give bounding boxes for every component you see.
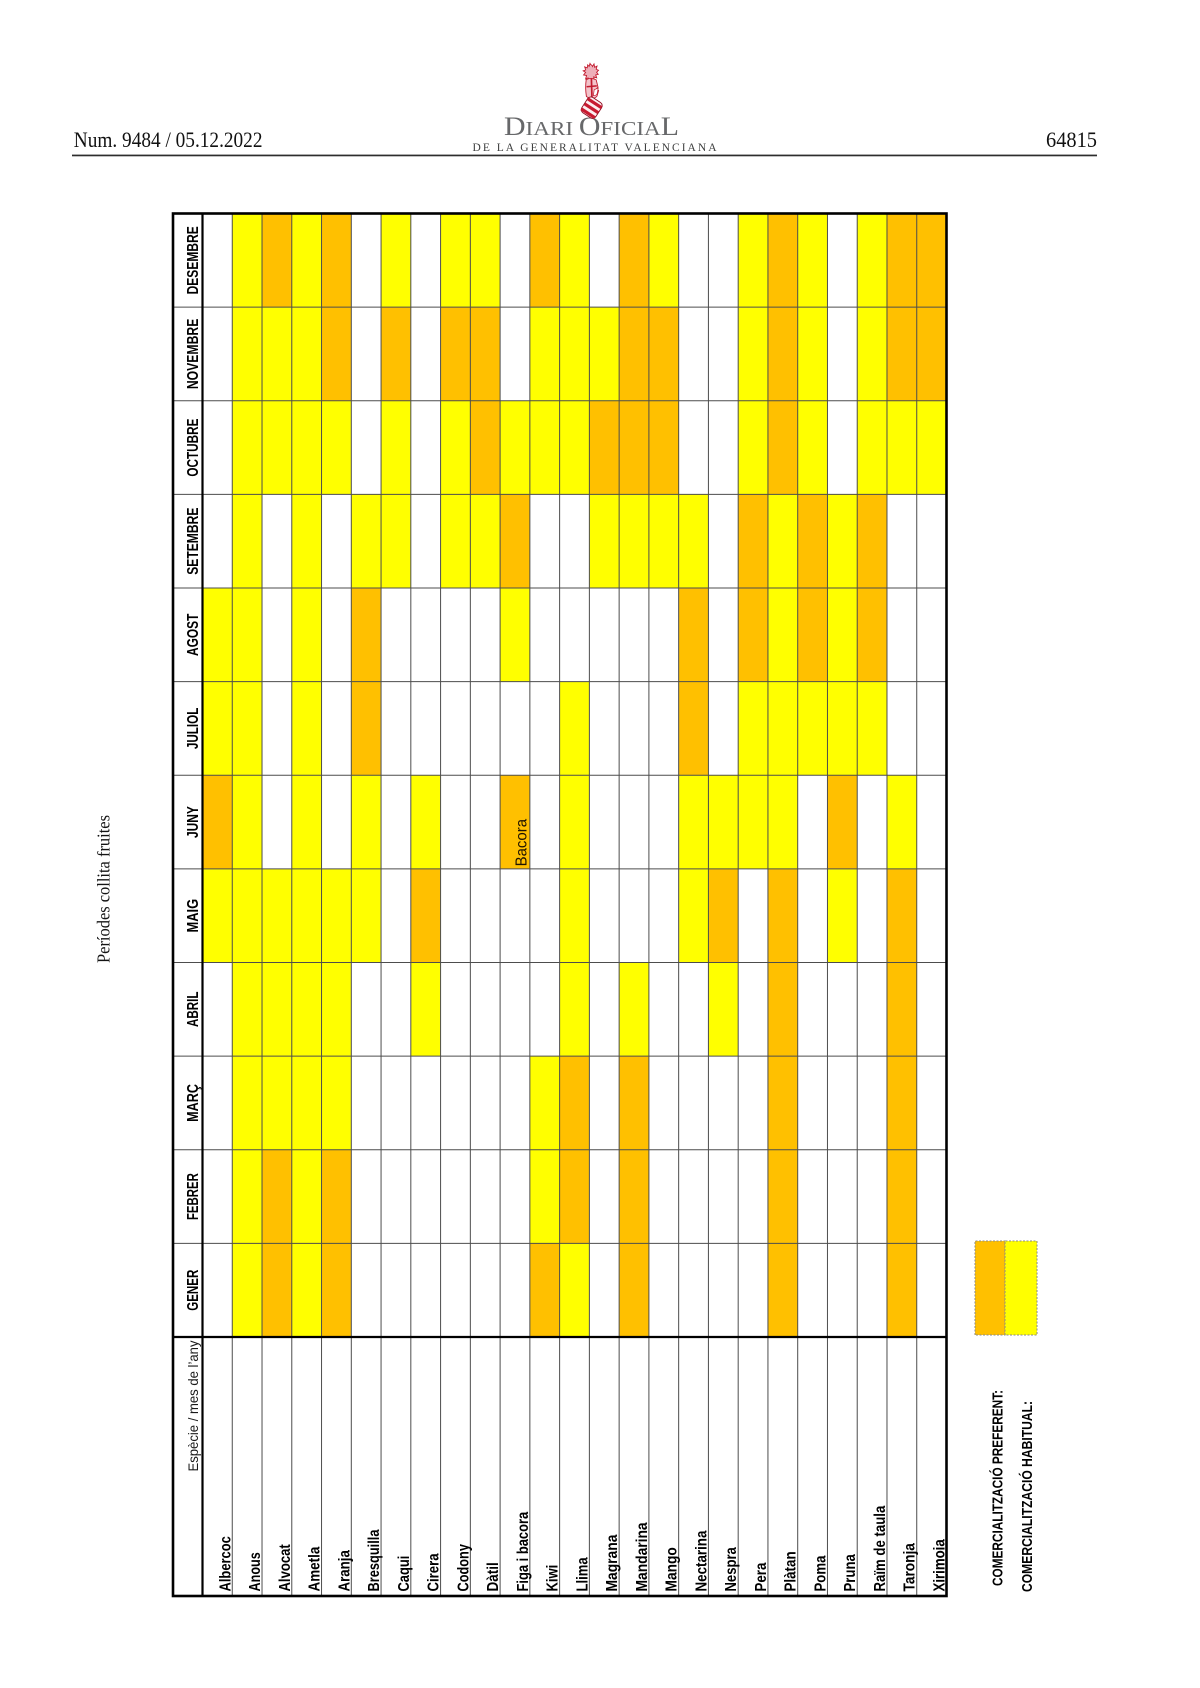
svg-text:COMERCIALITZACIÓ HABITUAL:: COMERCIALITZACIÓ HABITUAL:: [1018, 1401, 1036, 1592]
svg-text:64815: 64815: [1046, 127, 1097, 152]
svg-text:Plàtan: Plàtan: [783, 1551, 800, 1591]
svg-text:Espècie / mes de l’any: Espècie / mes de l’any: [186, 1340, 201, 1471]
svg-text:COMERCIALITZACIÓ PREFERENT:: COMERCIALITZACIÓ PREFERENT:: [989, 1390, 1007, 1586]
svg-text:NOVEMBRE: NOVEMBRE: [185, 319, 202, 390]
svg-text:Figa i bacora: Figa i bacora: [515, 1512, 532, 1592]
svg-text:JULIOL: JULIOL: [185, 708, 202, 750]
svg-text:SETEMBRE: SETEMBRE: [185, 508, 202, 575]
svg-text:Aranja: Aranja: [336, 1550, 353, 1591]
svg-text:Pera: Pera: [753, 1563, 770, 1592]
svg-text:GENER: GENER: [185, 1270, 202, 1311]
svg-text:Kiwi: Kiwi: [545, 1565, 562, 1592]
svg-text:FEBRER: FEBRER: [185, 1173, 202, 1220]
svg-text:Pruna: Pruna: [842, 1554, 859, 1591]
svg-text:Mango: Mango: [664, 1547, 681, 1591]
svg-text:JUNY: JUNY: [185, 806, 202, 838]
svg-text:ABRIL: ABRIL: [185, 992, 202, 1027]
svg-text:Nespra: Nespra: [723, 1547, 740, 1591]
svg-text:Períodes collita fruites: Períodes collita fruites: [94, 815, 114, 963]
svg-text:MARÇ: MARÇ: [185, 1084, 202, 1122]
svg-text:DESEMBRE: DESEMBRE: [185, 226, 202, 294]
svg-text:MAIG: MAIG: [185, 899, 202, 933]
svg-text:Taronja: Taronja: [902, 1543, 919, 1591]
svg-text:Caqui: Caqui: [396, 1556, 413, 1592]
svg-text:Dàtil: Dàtil: [485, 1562, 502, 1591]
svg-text:Magrana: Magrana: [604, 1535, 621, 1592]
svg-text:Raïm de taula: Raïm de taula: [872, 1506, 889, 1592]
svg-text:Bacora: Bacora: [514, 819, 531, 867]
svg-text:Xirimoia: Xirimoia: [932, 1539, 949, 1591]
svg-text:Codony: Codony: [455, 1544, 472, 1591]
svg-text:Alvocat: Alvocat: [277, 1544, 294, 1592]
svg-text:Nectarina: Nectarina: [693, 1531, 710, 1592]
svg-text:Mandarina: Mandarina: [634, 1522, 651, 1591]
svg-text:Poma: Poma: [812, 1556, 829, 1592]
svg-text:Num. 9484 / 05.12.2022: Num. 9484 / 05.12.2022: [74, 127, 263, 152]
svg-text:Bresquilla: Bresquilla: [366, 1529, 383, 1591]
svg-text:Anous: Anous: [247, 1552, 264, 1591]
svg-text:AGOST: AGOST: [185, 613, 202, 656]
svg-text:Ametla: Ametla: [307, 1547, 324, 1592]
svg-text:Cirera: Cirera: [426, 1553, 443, 1591]
svg-text:DE LA GENERALITAT VALENCIANA: DE LA GENERALITAT VALENCIANA: [473, 142, 718, 154]
svg-text:Albercoc: Albercoc: [217, 1536, 234, 1591]
svg-text:OCTUBRE: OCTUBRE: [185, 419, 202, 477]
svg-text:Llima: Llima: [574, 1557, 591, 1591]
